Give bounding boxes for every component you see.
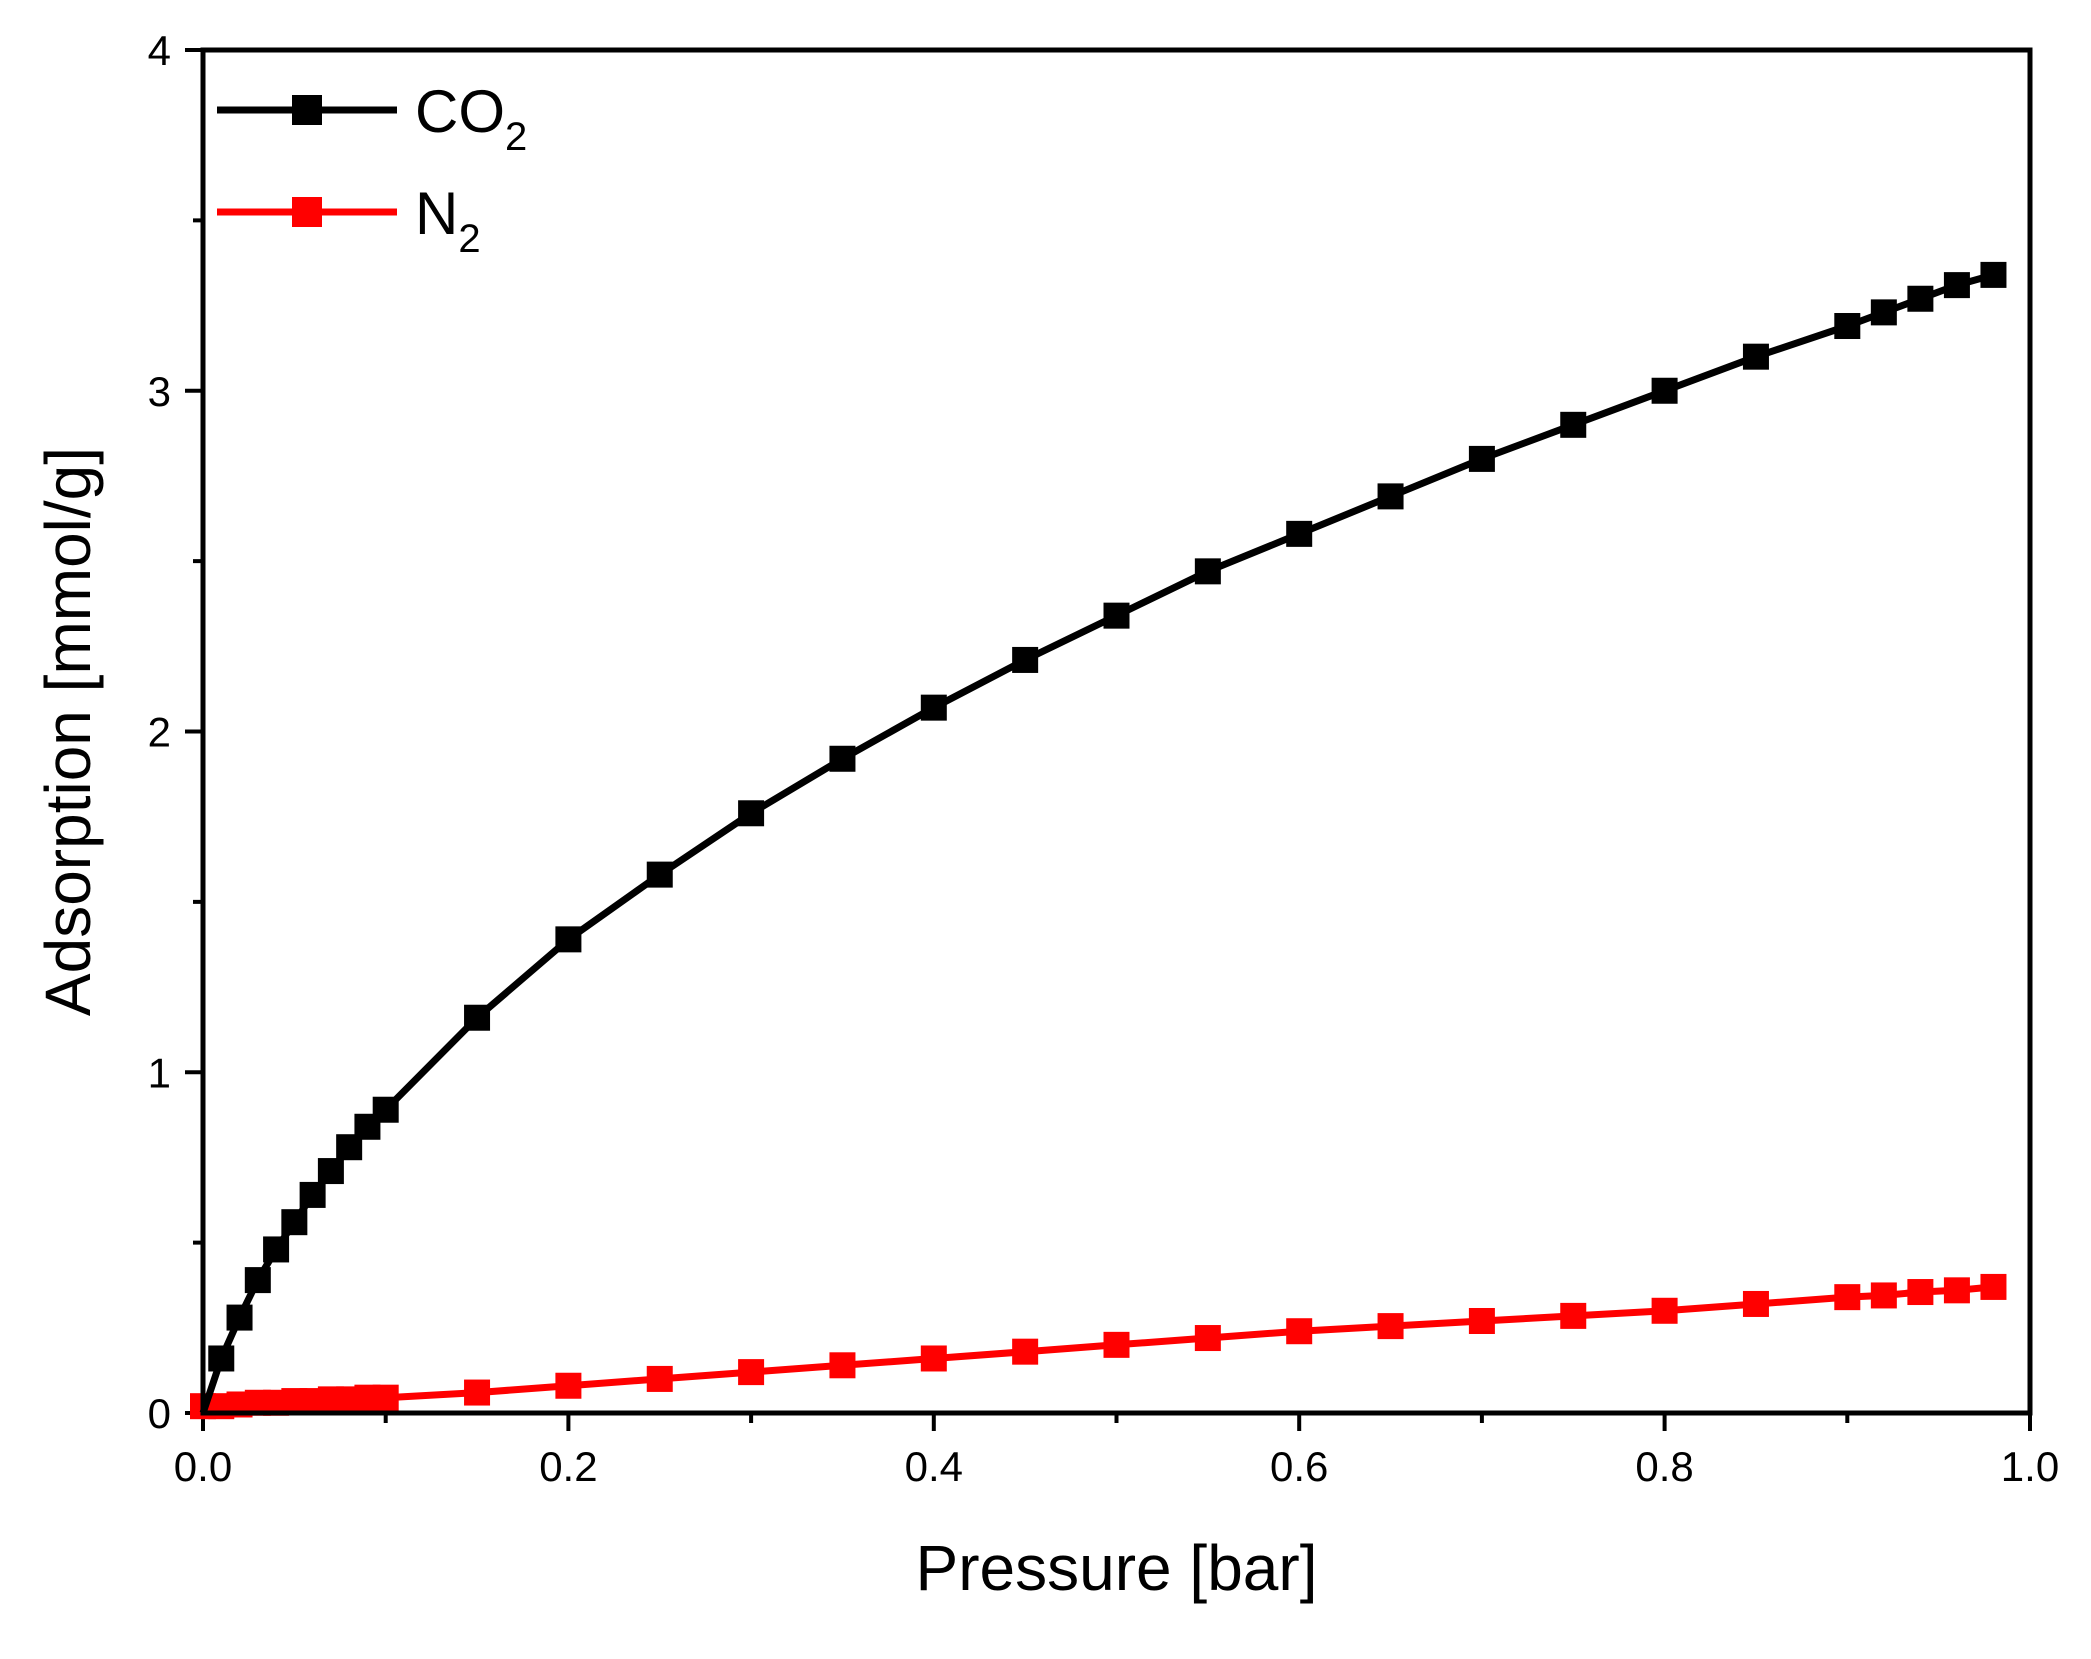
- series-layer: [190, 261, 2007, 1420]
- x-tick-label: 0.2: [539, 1443, 597, 1490]
- co2-data-point: [1103, 602, 1130, 629]
- x-tick-label: 0.8: [1635, 1443, 1693, 1490]
- y-tick-label: 4: [148, 27, 171, 74]
- co2-data-point: [829, 745, 856, 772]
- legend-co2-label-main: CO: [415, 78, 505, 145]
- x-axis-title: Pressure [bar]: [916, 1532, 1318, 1604]
- co2-data-point: [1377, 483, 1404, 510]
- plot-frame: [200, 47, 2033, 1416]
- co2-data-point: [281, 1209, 308, 1236]
- co2-data-point: [1651, 377, 1678, 404]
- y-tick-label: 3: [148, 368, 171, 415]
- y-axis-title: Adsorption [mmol/g]: [32, 447, 104, 1016]
- n2-data-point: [1103, 1331, 1130, 1358]
- co2-data-point: [1907, 285, 1934, 312]
- x-tick-label: 0.0: [174, 1443, 232, 1490]
- co2-data-point: [464, 1004, 491, 1031]
- co2-data-point: [317, 1158, 344, 1185]
- labels-layer: 0.0 0.2 0.4 0.6 0.8 1.0 0 1 2 3 4: [148, 27, 2060, 1490]
- n2-data-point: [829, 1352, 856, 1379]
- n2-data-point: [1468, 1307, 1495, 1334]
- co2-data-point: [1870, 299, 1897, 326]
- co2-data-point: [299, 1181, 326, 1208]
- y-tick-label: 1: [148, 1049, 171, 1096]
- co2-data-point: [1012, 646, 1039, 673]
- co2-series-line: [199, 271, 1995, 1415]
- legend-n2-marker: [292, 197, 322, 227]
- n2-data-point: [1742, 1290, 1769, 1317]
- co2-data-point: [1194, 558, 1221, 585]
- co2-data-point: [1468, 445, 1495, 472]
- legend-n2-label-subscript: 2: [458, 217, 480, 261]
- co2-data-point: [263, 1236, 290, 1263]
- co2-data-point: [1834, 313, 1861, 340]
- co2-data-point: [226, 1304, 253, 1331]
- co2-data-point: [646, 861, 673, 888]
- y-tick-label: 0: [148, 1390, 171, 1437]
- n2-data-point: [1651, 1297, 1678, 1324]
- legend-n2-label: N2: [415, 180, 481, 261]
- x-tick-label: 1.0: [2001, 1443, 2059, 1490]
- n2-data-point: [1943, 1277, 1970, 1304]
- n2-data-point: [646, 1365, 673, 1392]
- n2-data-point: [1377, 1313, 1404, 1340]
- n2-data-point: [1012, 1338, 1039, 1365]
- n2-data-point: [1194, 1325, 1221, 1352]
- n2-data-point: [464, 1379, 491, 1406]
- n2-data-point: [555, 1372, 582, 1399]
- n2-data-point: [1870, 1282, 1897, 1309]
- legend-co2-label: CO2: [415, 78, 527, 159]
- co2-data-point: [555, 926, 582, 953]
- legend-co2-marker: [292, 95, 322, 125]
- co2-data-point: [920, 694, 947, 721]
- n2-data-point: [1286, 1318, 1313, 1345]
- n2-data-point: [1834, 1284, 1861, 1311]
- y-tick-label: 2: [148, 709, 171, 756]
- co2-data-point: [1560, 411, 1587, 438]
- co2-data-point: [208, 1345, 235, 1372]
- n2-data-point: [372, 1384, 399, 1411]
- n2-data-point: [1560, 1302, 1587, 1329]
- x-tick-label: 0.6: [1270, 1443, 1328, 1490]
- n2-data-point: [738, 1359, 765, 1386]
- legend-co2-label-subscript: 2: [505, 115, 527, 159]
- legend-n2-label-main: N: [415, 180, 458, 247]
- n2-data-point: [1907, 1279, 1934, 1306]
- n2-data-point: [920, 1345, 947, 1372]
- co2-data-point: [1742, 343, 1769, 370]
- co2-data-point: [738, 800, 765, 827]
- co2-data-point: [372, 1096, 399, 1123]
- co2-data-point: [1286, 520, 1313, 547]
- co2-data-point: [1980, 261, 2007, 288]
- n2-data-point: [1980, 1273, 2007, 1300]
- co2-data-point: [244, 1267, 271, 1294]
- x-tick-label: 0.4: [905, 1443, 963, 1490]
- co2-data-point: [1943, 272, 1970, 299]
